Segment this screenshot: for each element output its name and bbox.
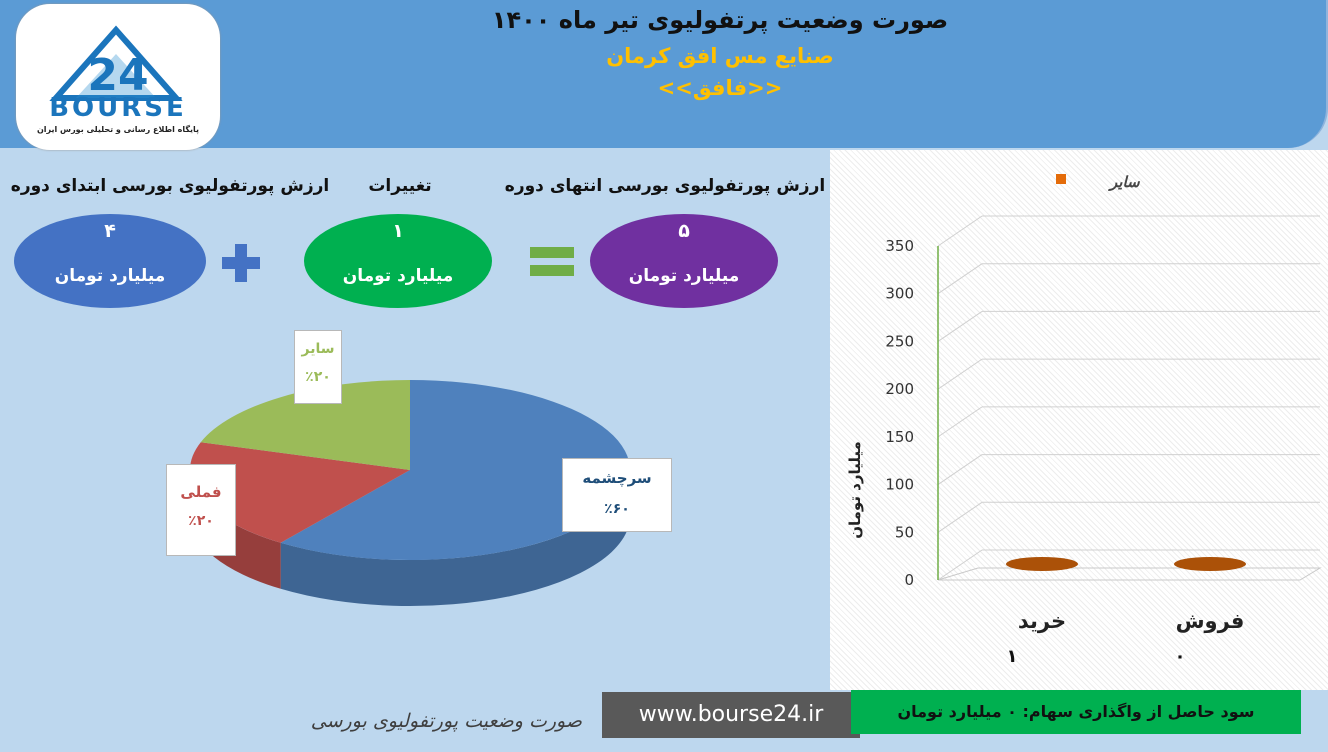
y-tick-label: 100 (885, 476, 914, 494)
gridline-diag (937, 263, 983, 295)
pie-label-sarcheshmeh: سرچشمه ٪۶۰ (562, 458, 672, 532)
logo-tagline: پایگاه اطلاع رسانی و تحلیلی بورس ایران (37, 124, 199, 135)
page-title: صورت وضعیت پرتفولیوی تیر ماه ۱۴۰۰ (491, 6, 949, 34)
pie-label-other-value: ٪۲۰ (305, 369, 331, 385)
y-tick-label: 300 (885, 285, 914, 303)
start-value-ellipse: ۴ میلیارد تومان (14, 214, 206, 308)
bar-0 (1006, 557, 1078, 571)
pie-label-fameli: فملی ٪۲۰ (166, 464, 236, 556)
plus-icon (220, 242, 262, 288)
legend-label: سایر (1108, 173, 1141, 191)
logo-brand: BOURSE (49, 93, 187, 123)
end-value: ۵ (678, 220, 690, 242)
pie-slice-0 (280, 380, 631, 560)
pie-label-other: سایر ٪۲۰ (294, 330, 342, 404)
y-tick-label: 200 (885, 380, 914, 398)
gridline-diag (937, 358, 983, 390)
start-unit: میلیارد تومان (54, 266, 166, 286)
x-category-label: فروش (1176, 609, 1245, 633)
y-tick-label: 250 (885, 332, 914, 350)
bar-1 (1174, 557, 1246, 571)
end-value-label: ارزش پورتفولیوی بورسی انتهای دوره (504, 176, 826, 196)
gridline-diag (937, 501, 983, 533)
footer-report-title: صورت وضعیت پورتفولیوی بورسی (310, 710, 582, 732)
y-axis-label: میلیارد تومان (846, 441, 864, 539)
gridline-diag (937, 454, 983, 485)
change-unit: میلیارد تومان (342, 266, 454, 286)
chart-floor (937, 567, 1322, 581)
y-tick-label: 0 (904, 571, 914, 589)
header-banner (0, 0, 1328, 148)
start-value: ۴ (104, 220, 116, 242)
change-value: ۱ (392, 220, 404, 242)
bourse24-logo-icon: 24 BOURSE پایگاه اطلاع رسانی و تحلیلی بو… (37, 25, 199, 135)
y-tick-label: 350 (885, 237, 914, 255)
change-label: تغییرات (368, 176, 432, 196)
pie-label-other-name: سایر (301, 341, 335, 357)
change-value-ellipse: ۱ میلیارد تومان (304, 214, 492, 308)
end-value-ellipse: ۵ میلیارد تومان (590, 214, 778, 308)
pie-slice-side-0 (280, 470, 630, 606)
y-tick-label: 50 (895, 523, 914, 541)
portfolio-pie-chart (190, 380, 631, 606)
y-tick-label: 150 (885, 428, 914, 446)
logo: 24 BOURSE پایگاه اطلاع رسانی و تحلیلی بو… (16, 4, 220, 150)
pie-label-sarcheshmeh-name: سرچشمه (582, 469, 652, 487)
end-unit: میلیارد تومان (628, 266, 740, 286)
logo-number: 24 (87, 50, 148, 101)
gridline-diag (937, 549, 983, 581)
website-link[interactable]: www.bourse24.ir (602, 692, 860, 738)
gridline-diag (937, 215, 983, 247)
pie-label-sarcheshmeh-value: ٪۶۰ (604, 501, 630, 517)
pie-slice-1 (190, 442, 410, 543)
gridline-diag (937, 406, 983, 438)
bar-value-label: ۰ (1175, 646, 1186, 667)
company-name: صنایع مس افق کرمان (606, 44, 834, 68)
company-symbol: <<فافق>> (657, 76, 783, 100)
x-category-label: خرید (1018, 609, 1066, 633)
bar-value-label: ۱ (1007, 646, 1018, 667)
pie-slice-2 (200, 380, 410, 470)
pie-label-fameli-name: فملی (180, 483, 222, 501)
pie-label-fameli-value: ٪۲۰ (188, 513, 214, 529)
start-value-label: ارزش پورتفولیوی بورسی ابتدای دوره (10, 176, 330, 196)
equals-icon (530, 243, 574, 283)
profit-box: سود حاصل از واگذاری سهام: ۰ میلیارد توما… (851, 690, 1301, 734)
gridline-diag (937, 311, 983, 342)
trades-chart-panel: 0 50 100 150 200 250 300 350 خرید ۱ فروش ۰ سایر می… (830, 150, 1328, 690)
legend-swatch (1056, 174, 1066, 184)
